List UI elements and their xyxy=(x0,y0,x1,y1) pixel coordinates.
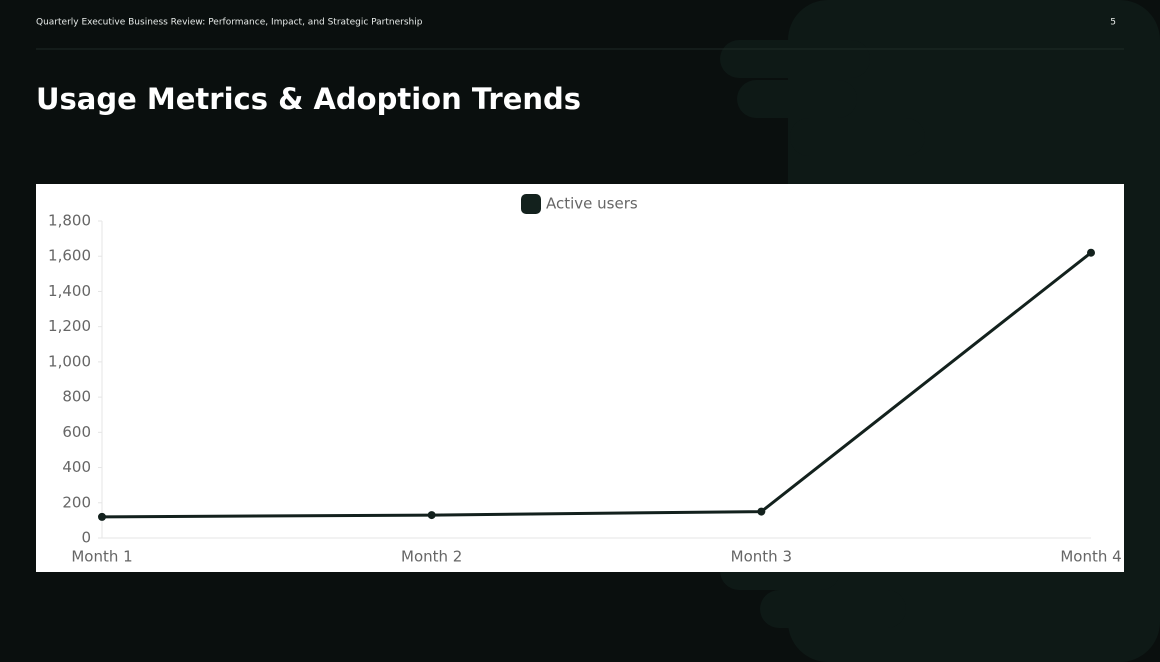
page-number: 5 xyxy=(1110,18,1116,28)
y-tick-label: 1,400 xyxy=(48,282,91,300)
y-tick-label: 200 xyxy=(62,493,91,511)
y-tick-label: 0 xyxy=(81,529,91,547)
y-tick-label: 1,600 xyxy=(48,247,91,265)
data-point xyxy=(1087,248,1095,257)
data-point xyxy=(427,511,436,520)
y-tick-label: 1,000 xyxy=(48,352,91,370)
slide-title: Usage Metrics & Adoption Trends xyxy=(36,82,581,116)
decor-shape xyxy=(737,80,857,118)
x-tick-label: Month 2 xyxy=(401,548,462,566)
y-tick-label: 1,200 xyxy=(48,317,91,335)
data-point xyxy=(98,512,106,521)
data-point xyxy=(757,507,766,516)
decor-shape xyxy=(760,590,906,628)
legend-label: Active users xyxy=(546,195,638,213)
x-tick-label: Month 3 xyxy=(731,548,792,566)
y-tick-label: 600 xyxy=(62,423,91,441)
decor-shape xyxy=(790,118,925,156)
decor-shape xyxy=(720,40,870,78)
chart-panel xyxy=(36,184,1124,572)
data-line xyxy=(101,251,1092,519)
legend-swatch xyxy=(521,194,541,214)
y-tick-label: 800 xyxy=(62,388,91,406)
y-tick-label: 400 xyxy=(62,458,91,476)
y-tick-label: 1,800 xyxy=(48,212,91,230)
chart: 0 200 400 600 800 1,000 1,200 1,400 1,600 1,800 Mo… xyxy=(48,194,1122,566)
x-tick-label: Month 1 xyxy=(71,548,132,566)
deck-title: Quarterly Executive Business Review: Per… xyxy=(36,18,423,28)
x-tick-label: Month 4 xyxy=(1060,548,1121,566)
